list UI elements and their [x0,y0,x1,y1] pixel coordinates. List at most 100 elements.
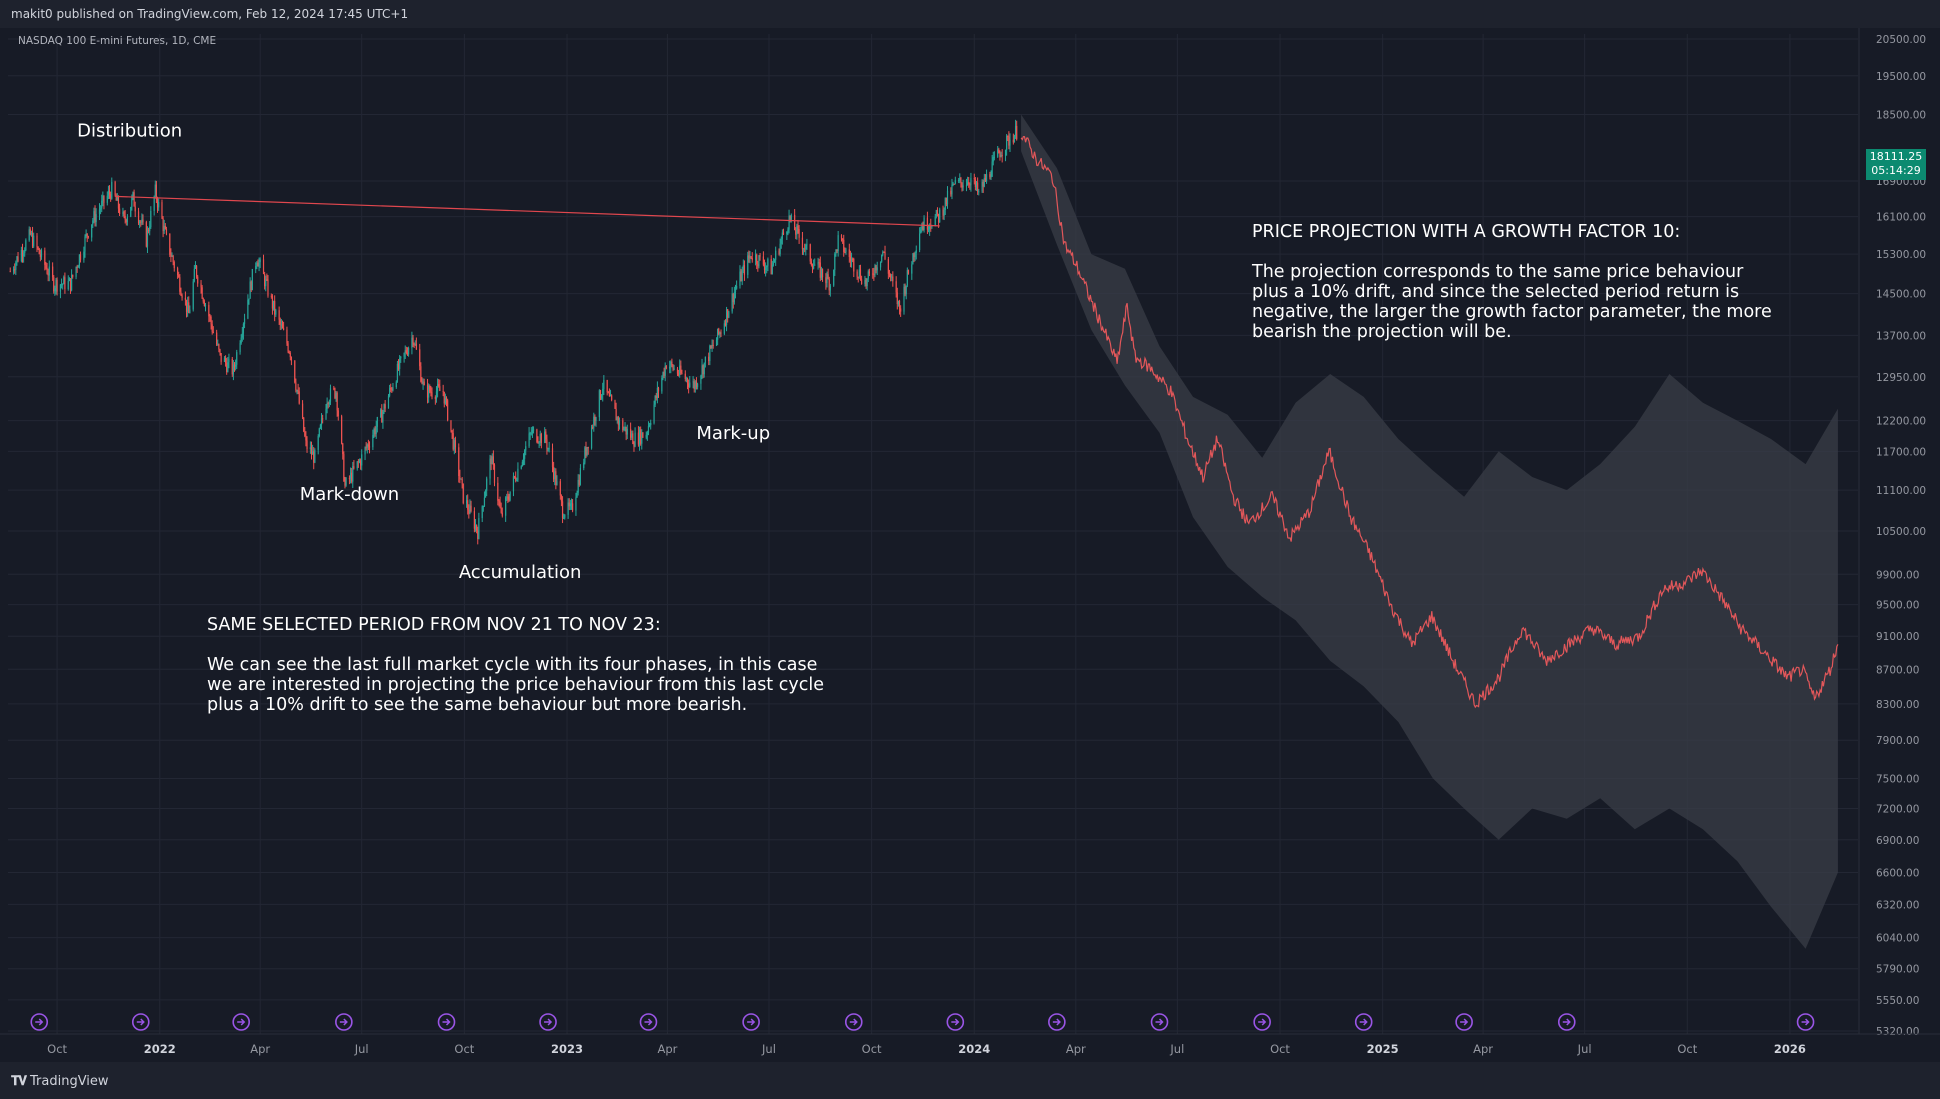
candle-body [231,358,233,375]
candle-body [181,295,183,298]
candle-body [751,257,753,261]
chart-frame[interactable]: 20500.00 19500.00 18500.00 16900.00 16100.00… [0,28,1940,1062]
time-tick-label: Apr [1066,1042,1086,1056]
phase-label: Mark-down [300,484,399,505]
candle-body [637,432,640,445]
candle-body [653,404,655,423]
candle-body [431,392,433,397]
event-arrow-glyph [136,1018,145,1026]
candle-body [69,278,72,291]
candle-body [881,254,883,262]
candle-body [95,214,97,223]
candle-body [567,502,569,515]
candle-body [796,225,798,235]
candle-body [775,250,777,260]
candle-body [28,229,30,241]
candle-body [645,434,647,438]
candle-body [984,177,987,182]
candle-body [53,277,55,292]
candle-body [905,285,907,295]
candle-body [399,358,401,370]
candle-body [465,500,468,504]
candle-body [266,279,268,281]
time-tick-label: Jul [354,1042,369,1056]
price-tick-label: 18500.00 [1876,109,1926,121]
candle-body [840,235,843,239]
candle-body [492,456,494,465]
candle-body [736,285,738,289]
candle-body [677,373,680,375]
candle-body [850,258,853,262]
price-tick-label: 6320.00 [1876,899,1919,911]
candle-body [961,182,963,188]
candle-body [891,276,893,278]
price-tick-label: 5790.00 [1876,964,1919,976]
candle-body [501,512,503,516]
candle-body [648,425,651,427]
candle-body [328,401,330,405]
candle-body [693,381,695,390]
candle-body [45,264,47,268]
candle-body [217,344,219,346]
candle-body [834,253,836,271]
candle-body [296,390,298,392]
candle-body [336,392,338,411]
annotation-heading: SAME SELECTED PERIOD FROM NOV 21 TO NOV … [207,615,661,635]
candle-body [809,244,811,262]
candle-body [906,270,908,286]
candle-body [763,264,766,270]
last-price-value: 18111.25 [1869,150,1923,163]
candle-body [344,481,346,486]
candle-body [312,451,314,455]
price-chart[interactable]: 20500.0019500.0018500.0016900.0016100.00… [0,28,1940,1062]
candle-body [345,478,347,486]
price-tick-label: 8300.00 [1876,699,1919,711]
candle-body [265,279,267,287]
candle-body [251,269,253,291]
candle-body [278,310,280,320]
candle-body [874,265,876,276]
candle-body [145,222,147,247]
candle-body [9,271,11,273]
brand[interactable]: 𝐓𝐕 TradingView [11,1074,109,1089]
candle-body [555,471,557,486]
candle-body [536,429,538,443]
candle-body [731,293,733,312]
candle-body [564,514,566,518]
candle-body [919,233,921,251]
candle-body [607,392,609,394]
candle-body [849,257,852,262]
price-tick-label: 14500.00 [1876,289,1926,301]
candle-body [953,183,955,185]
price-tick-label: 15300.00 [1876,249,1926,261]
candle-body [477,530,479,539]
candle-body [780,238,782,244]
candle-body [942,209,944,216]
candle-body [223,358,226,362]
publisher-bar: makit0 published on TradingView.com, Feb… [0,0,1940,28]
candle-body [499,501,501,508]
time-tick-label: Oct [862,1042,882,1056]
annotation-line: plus a 10% drift, and since the selected… [1252,282,1739,302]
candle-body [795,230,797,235]
candle-body [568,502,570,507]
candle-body [904,286,906,295]
candle-body [236,352,238,365]
candle-body [24,250,26,254]
candle-body [985,174,988,182]
candle-body [146,230,149,247]
time-tick-label: Oct [1677,1042,1697,1056]
candle-body [616,417,618,421]
candle-body [40,250,43,257]
candle-body [876,267,878,271]
candle-body [31,233,34,247]
candle-body [875,265,877,271]
candle-body [521,461,523,467]
candle-body [329,388,332,402]
candle-body [451,430,453,434]
candle-body [958,179,960,181]
candle-body [835,249,837,254]
candle-body [740,271,742,282]
time-tick-label: 2022 [144,1042,176,1056]
candle-body [481,506,483,519]
